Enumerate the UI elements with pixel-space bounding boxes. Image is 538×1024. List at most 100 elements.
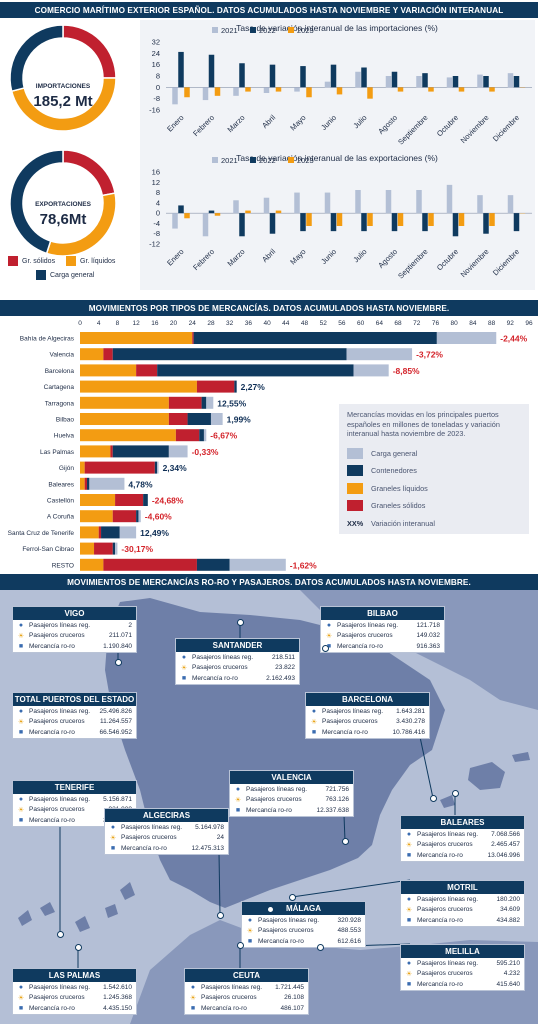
- legend-label: 2021: [221, 156, 238, 165]
- port-stat-row: ■ Mercancía ro-ro 12.475.313: [105, 843, 228, 854]
- stacked-bar-segment: [229, 558, 286, 571]
- stacked-bar-segment: [138, 510, 141, 523]
- y-tick-label: 8: [156, 72, 160, 81]
- port-location-marker: [114, 658, 122, 666]
- stacked-bar-segment: [154, 461, 158, 474]
- stacked-bar-segment: [80, 445, 111, 458]
- cruise-icon: ☀: [17, 632, 25, 640]
- stacked-bar-segment: [136, 364, 158, 377]
- stat-label: Pasajeros cruceros: [322, 718, 378, 726]
- stacked-bar-segment: [143, 494, 148, 506]
- stacked-bar-segment: [187, 413, 211, 425]
- legend-swatch: [250, 157, 256, 163]
- stat-value: 1.190.840: [103, 642, 132, 650]
- donut-charts: IMPORTACIONES 185,2 Mt EXPORTACIONES 78,…: [9, 24, 117, 257]
- port-card: SANTANDER ● Pasajeros líneas reg. 218.511 ☀ P…: [175, 638, 300, 685]
- stat-value: 149.032: [416, 632, 441, 640]
- stacked-bar-segment: [112, 542, 116, 555]
- truck-icon: ■: [18, 642, 24, 650]
- y-tick-label: 0: [156, 209, 160, 218]
- stacked-bar-segment: [112, 510, 137, 523]
- cruise-icon: ☀: [17, 718, 25, 726]
- stat-value: 13.046.996: [487, 851, 520, 859]
- stat-value: 488.553: [337, 927, 362, 935]
- bar: [306, 87, 312, 98]
- bar: [239, 63, 245, 88]
- stat-value: 4.435.150: [103, 1004, 132, 1012]
- variation-label: -30,17%: [121, 544, 153, 554]
- stat-label: Mercancía ro-ro: [29, 728, 75, 736]
- stat-label: Pasajeros líneas reg.: [337, 621, 399, 629]
- stacked-bar-segment: [196, 380, 235, 393]
- port-stat-row: ☀ Pasajeros cruceros 1.245.368: [13, 993, 136, 1004]
- bar: [489, 213, 495, 226]
- legend-row-containers: Contenedores: [347, 462, 521, 480]
- donut-legend-liquid: Gr. líquidos: [66, 256, 115, 266]
- stat-value: 11.264.557: [99, 718, 132, 726]
- stat-label: Mercancía ro-ro: [322, 728, 368, 736]
- stacked-bar-segment: [193, 332, 437, 344]
- y-tick-label: 16: [152, 168, 160, 177]
- variation-label: 12,49%: [140, 528, 169, 538]
- port-name: LAS PALMAS: [13, 969, 136, 982]
- legend-row-variation: XX% Variación interanual: [347, 515, 521, 533]
- stacked-bar-segment: [168, 445, 188, 458]
- port-stat-row: ● Pasajeros líneas reg. 25.496.826: [13, 706, 136, 717]
- x-tick-label: 80: [451, 320, 459, 327]
- stat-label: Pasajeros líneas reg.: [29, 795, 91, 803]
- stacked-bar-segment: [80, 380, 197, 393]
- port-location-marker: [429, 794, 437, 802]
- port-location-marker: [216, 911, 224, 919]
- cruise-icon: ☀: [189, 994, 197, 1002]
- truck-icon: ■: [110, 844, 116, 852]
- bar: [208, 54, 215, 88]
- legend-label: 2023: [297, 26, 314, 35]
- port-stat-row: ● Pasajeros líneas reg. 1.721.445: [185, 982, 308, 993]
- stacked-bar-segment: [80, 413, 169, 425]
- stacked-bar-segment: [84, 477, 88, 490]
- port-stat-row: ● Pasajeros líneas reg. 7.068.566: [401, 829, 524, 840]
- donut-segment: [9, 149, 64, 255]
- stat-label: Mercancía ro-ro: [29, 642, 75, 650]
- port-stat-row: ☀ Pasajeros cruceros 3.430.278: [306, 717, 429, 728]
- category-label: Las Palmas: [40, 449, 75, 456]
- goods-bars: 0 4 8 12 16 20 24 28 32 36 40 44 48 52 56 60 64 68 72 76 80 8…: [8, 320, 533, 571]
- stat-label: Mercancía ro-ro: [29, 816, 75, 824]
- x-tick-label: 16: [151, 320, 159, 327]
- passenger-icon: ●: [406, 830, 412, 838]
- stacked-bar-segment: [80, 332, 193, 344]
- port-stat-row: ☀ Pasajeros cruceros 488.553: [242, 926, 365, 937]
- port-stat-row: ■ Mercancía ro-ro 415.640: [401, 979, 524, 990]
- stat-value: 2.162.493: [266, 674, 295, 682]
- bar: [172, 213, 178, 229]
- imports-donut-value: 185,2 Mt: [33, 93, 92, 110]
- stacked-bar-segment: [94, 542, 113, 555]
- stat-label: Pasajeros cruceros: [201, 994, 257, 1002]
- port-card: MELILLA ● Pasajeros líneas reg. 595.210 ☀ Pas…: [400, 944, 525, 991]
- stat-value: 23.822: [275, 664, 295, 672]
- stat-label: Pasajeros cruceros: [29, 632, 85, 640]
- stacked-bar-segment: [353, 364, 389, 377]
- stat-label: Pasajeros líneas reg.: [29, 621, 91, 629]
- stat-value: 486.107: [280, 1004, 305, 1012]
- bar: [269, 213, 276, 234]
- y-tick-label: 16: [152, 60, 160, 69]
- bar: [184, 87, 190, 98]
- x-tick-label: 60: [357, 320, 365, 327]
- section-title-trade: COMERCIO MARÍTIMO EXTERIOR ESPAÑOL. DATO…: [0, 2, 538, 18]
- stacked-bar-segment: [80, 429, 176, 442]
- bar: [397, 87, 404, 92]
- stat-label: Pasajeros líneas reg.: [29, 707, 91, 715]
- port-stat-row: ☀ Pasajeros cruceros 2.465.457: [401, 840, 524, 851]
- passenger-icon: ●: [247, 916, 253, 924]
- port-name: TOTAL PUERTOS DEL ESTADO: [13, 693, 136, 706]
- y-tick-label: 0: [156, 83, 160, 92]
- cruise-icon: ☀: [405, 841, 413, 849]
- x-tick-label: 48: [301, 320, 309, 327]
- stacked-bar-segment: [89, 477, 125, 490]
- port-stat-row: ● Pasajeros líneas reg. 721.756: [230, 784, 353, 795]
- stacked-bar-segment: [115, 542, 118, 555]
- port-stat-row: ■ Mercancía ro-ro 1.190.840: [13, 641, 136, 652]
- stat-value: 121.718: [416, 621, 441, 629]
- stat-label: Mercancía ro-ro: [192, 674, 238, 682]
